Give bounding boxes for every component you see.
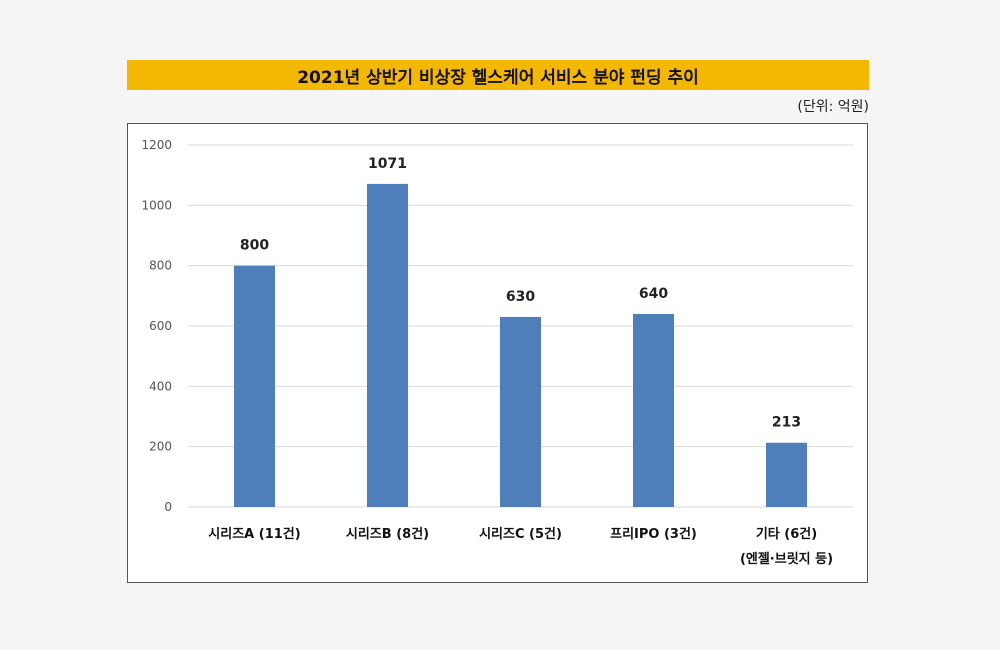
unit-label: (단위: 억원) (797, 99, 869, 115)
data-label: 800 (240, 238, 269, 254)
y-tick-label: 600 (149, 319, 172, 333)
y-tick-label: 1000 (141, 198, 172, 212)
data-label: 630 (506, 289, 535, 305)
data-label: 640 (639, 286, 668, 302)
bar-chart: 0 200 400 600 800 1000 1200 800 시리즈A (11건) 1071 시리… (141, 138, 853, 567)
x-category-label: (엔젤·브릿지 등) (740, 551, 833, 567)
x-category-label: 기타 (6건) (756, 526, 817, 542)
chart-area: 0 200 400 600 800 1000 1200 800 시리즈A (11건) 1071 시리… (127, 123, 868, 583)
data-label: 1071 (368, 156, 407, 172)
y-tick-label: 1200 (141, 138, 172, 152)
x-category-label: 시리즈C (5건) (479, 526, 562, 542)
data-label: 213 (772, 415, 801, 431)
y-tick-label: 800 (149, 259, 172, 273)
bar (500, 316, 541, 507)
x-category-label: 시리즈B (8건) (346, 526, 429, 542)
bar (766, 442, 807, 507)
y-tick-label: 400 (149, 379, 172, 393)
y-tick-label: 200 (149, 440, 172, 454)
y-tick-label: 0 (164, 500, 172, 514)
bar (367, 183, 408, 507)
bar (633, 313, 674, 507)
x-category-label: 프리IPO (3건) (610, 526, 697, 542)
chart-title: 2021년 상반기 비상장 헬스케어 서비스 분야 펀딩 추이 (127, 60, 869, 90)
x-category-label: 시리즈A (11건) (208, 526, 300, 542)
bar (234, 265, 275, 507)
